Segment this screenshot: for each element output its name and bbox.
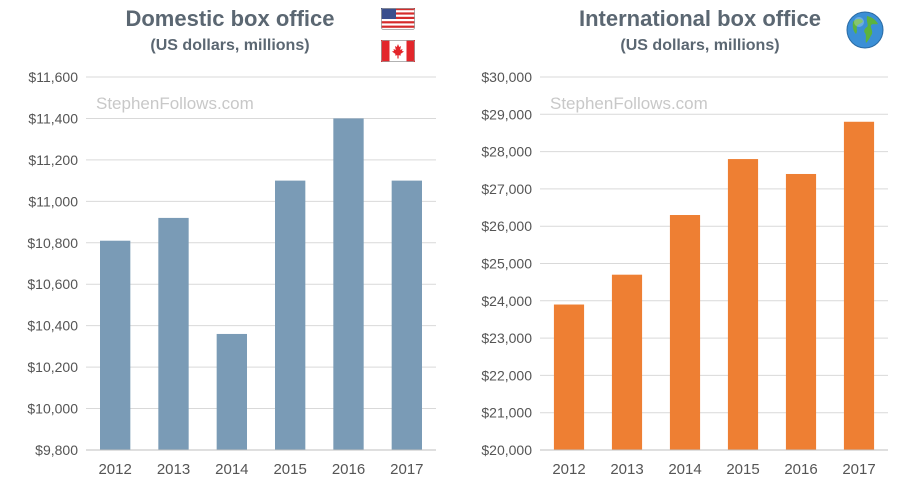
domestic-x-tick-label: 2013 — [157, 461, 190, 478]
domestic-watermark: StephenFollows.com — [96, 94, 254, 113]
international-y-tick-label: $21,000 — [481, 405, 532, 421]
international-y-tick-label: $28,000 — [481, 144, 532, 160]
domestic-chart-title: Domestic box office — [125, 6, 335, 31]
domestic-y-tick-label: $11,600 — [28, 69, 78, 85]
domestic-y-tick-label: $11,200 — [28, 152, 78, 168]
international-x-tick-label: 2012 — [552, 461, 585, 478]
domestic-x-tick-label: 2015 — [273, 461, 306, 478]
domestic-x-tick-label: 2017 — [390, 461, 423, 478]
international-watermark: StephenFollows.com — [550, 94, 708, 113]
canada-flag-icon — [381, 40, 415, 62]
domestic-y-tick-label: $10,000 — [27, 401, 78, 417]
international-y-tick-label: $25,000 — [481, 256, 532, 272]
globe-icon — [846, 11, 884, 49]
international-y-tick-label: $27,000 — [481, 181, 532, 197]
domestic-x-tick-label: 2012 — [98, 461, 131, 478]
domestic-y-tick-label: $9,800 — [35, 442, 78, 458]
international-x-tick-label: 2013 — [610, 461, 643, 478]
domestic-y-tick-label: $10,600 — [27, 276, 78, 292]
domestic-bar-2014 — [216, 333, 247, 450]
international-bar-2016 — [785, 173, 817, 451]
domestic-box-office-chart: $9,800 $10,000 $10,200 $10,400 $10,600 $10,80… — [27, 69, 436, 478]
domestic-y-tick-label: $10,800 — [27, 235, 78, 251]
domestic-x-tick-label: 2016 — [332, 461, 365, 478]
international-chart-title: International box office — [578, 6, 822, 31]
international-y-tick-label: $26,000 — [481, 218, 532, 234]
international-chart-subtitle: (US dollars, millions) — [620, 37, 780, 54]
domestic-y-tick-label: $10,400 — [27, 318, 78, 334]
domestic-y-tick-label: $11,400 — [28, 110, 78, 126]
international-bar-2015 — [727, 159, 759, 450]
domestic-chart-subtitle: (US dollars, millions) — [150, 37, 310, 54]
international-y-tick-label: $23,000 — [481, 330, 532, 346]
international-x-tick-label: 2014 — [668, 461, 701, 478]
domestic-bar-2016 — [333, 118, 364, 450]
international-y-tick-label: $22,000 — [481, 367, 532, 383]
international-x-tick-label: 2015 — [726, 461, 759, 478]
international-x-tick-label: 2017 — [842, 461, 875, 478]
us-flag-icon — [381, 8, 415, 30]
international-x-tick-label: 2016 — [784, 461, 817, 478]
domestic-bar-2013 — [158, 217, 189, 450]
international-y-tick-label: $29,000 — [481, 106, 532, 122]
domestic-bar-2015 — [275, 180, 306, 450]
international-y-tick-label: $20,000 — [481, 442, 532, 458]
domestic-bar-2012 — [100, 240, 131, 450]
international-y-tick-label: $24,000 — [481, 293, 532, 309]
international-bar-2017 — [843, 121, 875, 450]
domestic-bar-2017 — [391, 180, 422, 450]
domestic-x-tick-label: 2014 — [215, 461, 248, 478]
international-y-tick-label: $30,000 — [481, 69, 532, 85]
domestic-y-tick-label: $11,000 — [28, 193, 78, 209]
international-bar-2014 — [669, 215, 701, 450]
international-bar-2013 — [611, 274, 643, 450]
international-bar-2012 — [553, 304, 585, 450]
domestic-y-tick-label: $10,200 — [27, 359, 78, 375]
